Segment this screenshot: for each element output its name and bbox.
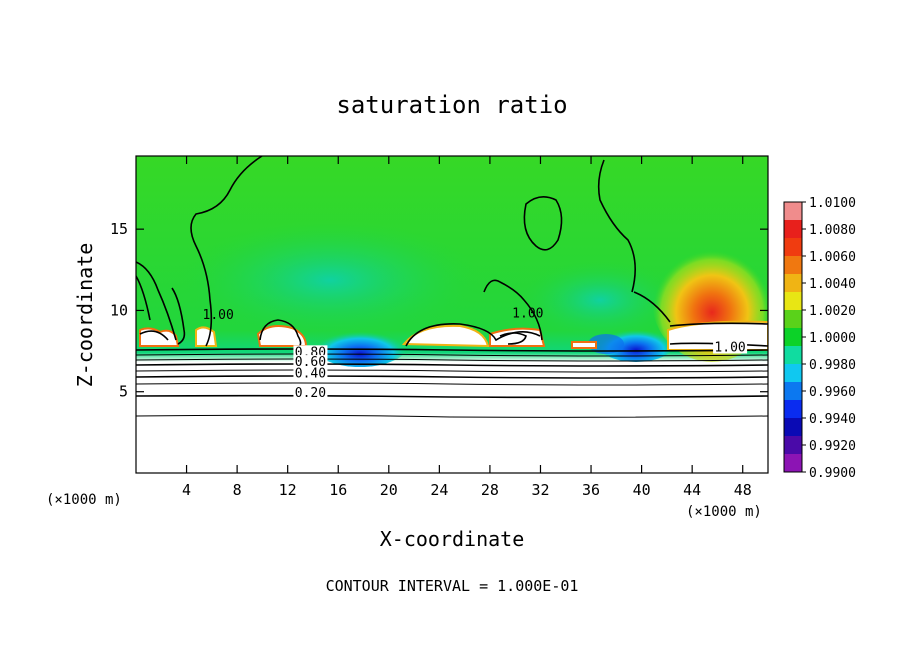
y-tick-label: 15 [110, 220, 128, 238]
contour-labels: 0.800.600.400.201.00 1.001.00 [203, 306, 748, 401]
x-tick-label: 32 [531, 481, 549, 499]
y-axis-ticks: 5 10 15 [110, 220, 768, 401]
colorbar-swatch [784, 310, 802, 329]
colorbar-swatch [784, 238, 802, 257]
colorbar-label: 1.0040 [809, 277, 856, 292]
colorbar-swatch [784, 328, 802, 347]
y-tick-label: 10 [110, 301, 128, 319]
chart-title: saturation ratio [336, 91, 567, 119]
colorbar-label: 1.0060 [809, 250, 856, 265]
contour-label: 1.00 [203, 308, 234, 323]
x-tick-label: 16 [329, 481, 347, 499]
x-tick-label: 36 [582, 481, 600, 499]
colorbar-label: 0.9900 [809, 466, 856, 481]
x-tick-label: 4 [182, 481, 191, 499]
colorbar-label: 1.0000 [809, 331, 856, 346]
contour-label: 1.00 [512, 306, 543, 321]
x-tick-label: 44 [683, 481, 701, 499]
colorbar-swatch [784, 256, 802, 275]
colorbar-swatch [784, 292, 802, 311]
colorbar-swatch [784, 346, 802, 365]
colorbar-label: 1.0100 [809, 196, 856, 211]
colorbar-swatch [784, 202, 802, 221]
colorbar-swatch [784, 454, 802, 473]
field-blue-minimum [312, 323, 408, 367]
x-axis-label: X-coordinate [380, 527, 525, 551]
plot-frame [135, 155, 769, 474]
x-axis-ticks: 4 8 12 16 20 24 28 32 36 40 44 48 [182, 156, 752, 499]
heatmap-field: 0.800.600.400.201.00 1.001.00 [136, 156, 768, 473]
colorbar-swatch [784, 382, 802, 401]
x-tick-label: 28 [481, 481, 499, 499]
colorbar-label: 1.0080 [809, 223, 856, 238]
contour-label-bg [293, 345, 328, 359]
x-tick-label: 12 [279, 481, 297, 499]
y-axis-label: Z-coordinate [73, 243, 97, 388]
colorbar-label: 1.0020 [809, 304, 856, 319]
x-unit-left: (×1000 m) [46, 492, 122, 508]
colorbar-label: 0.9920 [809, 439, 856, 454]
contour-label-bg [713, 340, 748, 354]
field-cyan-region [180, 220, 480, 340]
colorbar-swatch [784, 364, 802, 383]
x-unit-right: (×1000 m) [686, 504, 762, 520]
x-tick-label: 24 [430, 481, 448, 499]
contour-label: 0.60 [295, 355, 326, 370]
x-tick-label: 20 [380, 481, 398, 499]
colorbar-swatch [784, 418, 802, 437]
x-tick-label: 40 [633, 481, 651, 499]
colorbar-swatch [784, 400, 802, 419]
colorbar-label: 0.9980 [809, 358, 856, 373]
stratified-contours [136, 348, 768, 418]
contour-label: 1.00 [714, 340, 745, 355]
colorbar: 1.0100 1.0080 1.0060 1.0040 1.0020 1.0000 0.99… [783, 196, 856, 481]
y-tick-label: 5 [119, 383, 128, 401]
field-cyan-region-2 [520, 260, 680, 340]
contour-label-bg [293, 366, 328, 380]
colorbar-label: 0.9940 [809, 412, 856, 427]
colorbar-swatch [784, 274, 802, 293]
contour-interval-footer: CONTOUR INTERVAL = 1.000E-01 [326, 577, 579, 595]
contour-label: 0.40 [295, 366, 326, 381]
colorbar-swatch [784, 220, 802, 239]
colorbar-swatch [784, 436, 802, 455]
contour-lines [136, 156, 768, 349]
contour-label: 0.20 [295, 386, 326, 401]
x-tick-label: 8 [233, 481, 242, 499]
contour-label-bg [293, 385, 328, 399]
x-tick-label: 48 [734, 481, 752, 499]
colorbar-label: 0.9960 [809, 385, 856, 400]
contour-label-bg [293, 355, 328, 369]
